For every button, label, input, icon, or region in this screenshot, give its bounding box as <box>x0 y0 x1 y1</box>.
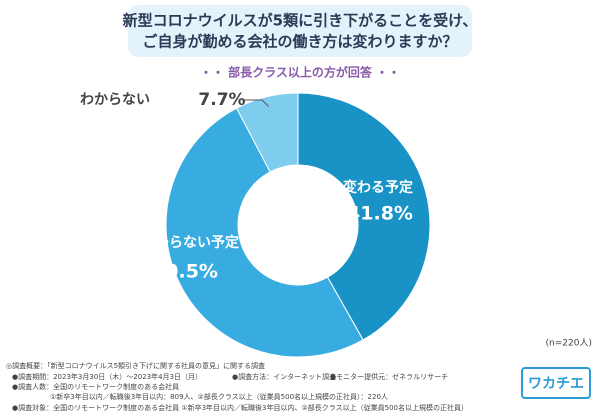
pie-slice <box>165 107 364 358</box>
footnote: ①新卒3年目以内／転職後3年目以内：809人、②部長クラス以上（従業員500名以… <box>50 392 388 401</box>
chart-title: ご自身が勤める会社の働き方は変わりますか？ <box>142 33 457 51</box>
title-box <box>128 5 472 57</box>
value-label: 50.5% <box>152 261 218 283</box>
footnote: ●調査対象：全国のリモートワーク制度のある会社員 ①新卒3年目以内／転職後3年目… <box>12 403 468 412</box>
footnote: ●調査方法：インターネット調査 <box>232 372 336 381</box>
pie-slice <box>235 92 299 173</box>
slice-label: 変わる予定 <box>343 179 413 196</box>
footnote: ●調査人数：全国のリモートワーク制度のある会社員 <box>12 382 179 391</box>
footnote: ●モニター提供元：ゼネラルリサーチ <box>330 372 448 381</box>
leader-line <box>242 99 270 107</box>
footnote: ◎調査概要：「新型コロナウイルス5類引き下げに関する社員の意見」に関する調査 <box>6 361 265 370</box>
chart-subtitle: ・・ 部長クラス以上の方が回答 ・・ <box>200 65 400 80</box>
value-label: 41.8% <box>347 203 413 225</box>
slice-label: わからない <box>80 92 150 108</box>
logo: ワカチエ <box>528 376 584 392</box>
footnote: ●調査期間：2023年3月30日（木）～2023年4月3日（月） <box>12 372 202 381</box>
logo-box <box>521 367 591 399</box>
sample-size: (n=220人) <box>546 338 592 349</box>
value-label: 7.7% <box>198 90 245 110</box>
chart-title: 新型コロナウイルスが5類に引き下がることを受け、 <box>123 12 478 30</box>
slice-label: 変わらない予定 <box>141 234 239 251</box>
pie-slice <box>297 92 431 341</box>
